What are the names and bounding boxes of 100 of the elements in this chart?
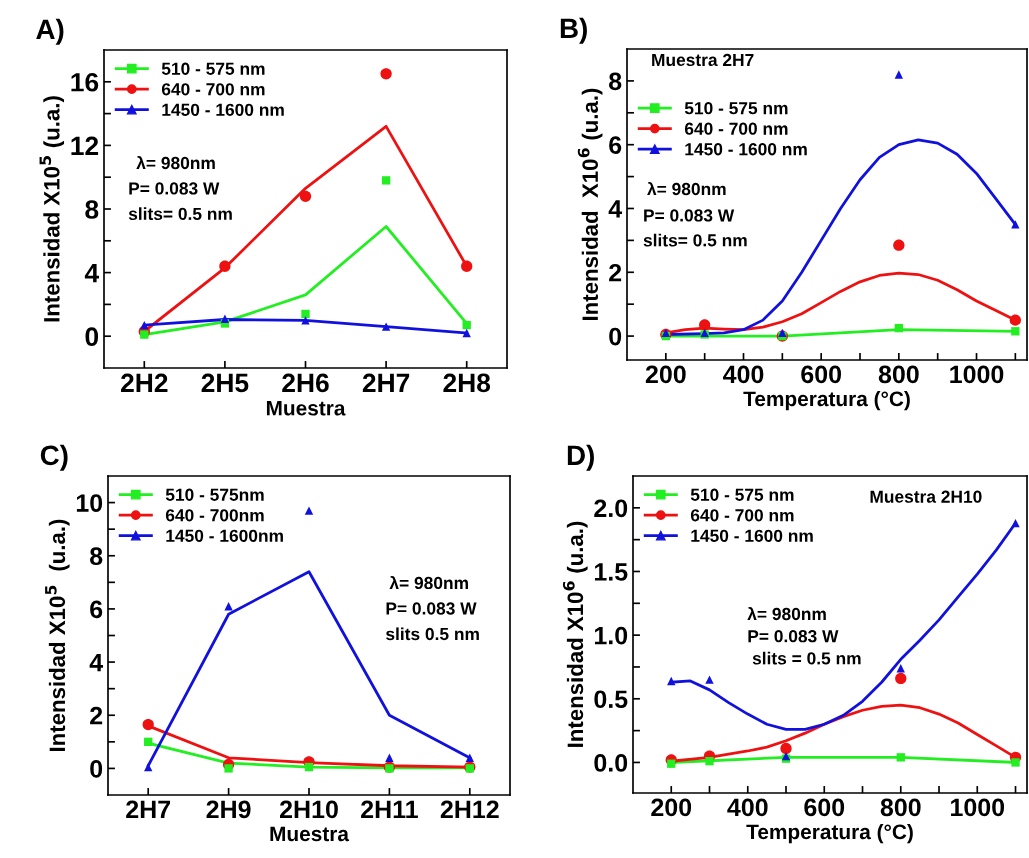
- chart-title: C): [40, 444, 68, 471]
- legend-label: 1450 - 1600nm: [166, 529, 283, 542]
- point: [705, 757, 714, 766]
- y-tick-label: 6: [609, 136, 622, 154]
- y-tick-label: 0: [85, 327, 99, 347]
- legend-label: 640 - 700 nm: [161, 83, 265, 96]
- x-tick-label: 800: [880, 798, 921, 817]
- legend-label: 1450 - 1600 nm: [162, 103, 284, 116]
- annotation: slits= 0.5 nm: [128, 207, 232, 221]
- x-tick-label: 400: [727, 798, 768, 817]
- point: [462, 320, 471, 330]
- point: [895, 672, 907, 685]
- legend-label: 510 - 575 nm: [684, 102, 788, 115]
- legend-label: 510 - 575 nm: [690, 488, 794, 501]
- x-tick-label: 2H10: [279, 800, 338, 819]
- point: [462, 328, 471, 338]
- annotation: Muestra 2H10: [870, 490, 982, 503]
- annotation: λ= 980nm: [647, 181, 726, 196]
- point: [304, 762, 314, 772]
- point: [140, 330, 149, 339]
- y-tick-label: 8: [90, 547, 103, 566]
- y-axis-title: Intensidad X10$^{5}$ (u.a.): [45, 519, 70, 752]
- point: [699, 319, 711, 331]
- legend-label: 640 - 700nm: [165, 509, 264, 522]
- y-tick-label: 0.0: [594, 754, 628, 772]
- x-tick-label: 800: [878, 365, 919, 384]
- legend-label: 1450 - 1600 nm: [685, 143, 807, 156]
- point: [220, 314, 230, 323]
- y-tick-label: 8: [609, 72, 622, 91]
- y-axis-title: Intensidad X10$^{6}$ (u.a.): [562, 521, 588, 747]
- annotation: slits 0.5 nm: [385, 627, 479, 641]
- x-tick-label: 200: [651, 798, 692, 817]
- legend-label: 1450 - 1600 nm: [691, 529, 813, 542]
- point: [1011, 327, 1020, 336]
- point: [894, 323, 904, 333]
- y-tick-label: 10: [76, 494, 103, 512]
- annotation: λ= 980nm: [136, 155, 215, 170]
- point: [299, 190, 312, 202]
- y-tick-label: 2: [609, 263, 622, 282]
- point: [301, 316, 310, 325]
- annotation: P= 0.083 W: [748, 630, 839, 643]
- legend-label: 640 - 700 nm: [684, 122, 788, 135]
- legend-label: 510 - 575 nm: [161, 62, 265, 75]
- point: [894, 70, 904, 79]
- annotation: slits = 0.5 nm: [752, 651, 861, 665]
- x-tick-label: 2H12: [440, 800, 499, 818]
- x-axis-title: Temperatura (°C): [743, 390, 910, 411]
- y-tick-label: 4: [89, 653, 104, 672]
- point: [144, 762, 153, 772]
- y-tick-label: 2: [90, 706, 103, 725]
- y-tick-label: 4: [84, 264, 99, 283]
- x-tick-label: 2H5: [201, 373, 249, 393]
- x-tick-label: 2H7: [126, 800, 171, 818]
- legend-label: 510 - 575nm: [165, 488, 264, 501]
- annotation: P= 0.083 W: [129, 182, 220, 195]
- legend-label: 640 - 700 nm: [690, 509, 794, 522]
- annotation: Muestra 2H7: [652, 53, 754, 67]
- point: [1009, 314, 1021, 326]
- x-tick-label: 1000: [951, 798, 1005, 817]
- point: [381, 176, 391, 185]
- annotation: λ= 980nm: [389, 575, 468, 590]
- x-axis-title: Muestra: [266, 401, 346, 416]
- point: [461, 260, 473, 272]
- x-tick-label: 2H7: [362, 373, 410, 392]
- x-tick-label: 2H6: [282, 373, 329, 393]
- point: [140, 320, 149, 330]
- x-tick-label: 2H11: [361, 800, 418, 818]
- y-axis-title: Intensidad X10$^{5}$ (u.a.): [39, 96, 65, 322]
- y-tick-label: 4: [608, 200, 623, 218]
- x-tick-label: 2H2: [121, 373, 168, 392]
- point: [381, 322, 391, 331]
- point: [385, 753, 394, 762]
- x-tick-label: 600: [804, 798, 845, 817]
- point: [465, 753, 474, 762]
- point: [219, 260, 231, 272]
- y-axis-title: Intensidad X10$^{6}$ (u.a.): [577, 88, 603, 321]
- annotation: slits= 0.5 nm: [643, 233, 747, 247]
- chart-title: D): [567, 444, 594, 471]
- x-tick-label: 2H9: [206, 800, 251, 819]
- y-tick-label: 0.5: [594, 690, 628, 709]
- point: [224, 764, 233, 773]
- x-tick-label: 600: [801, 365, 842, 384]
- point: [780, 742, 792, 755]
- point: [896, 753, 905, 762]
- x-tick-label: 400: [723, 365, 764, 384]
- x-axis-title: Muestra: [270, 826, 350, 842]
- point: [144, 737, 153, 746]
- x-tick-label: 200: [645, 365, 686, 384]
- y-tick-label: 8: [85, 200, 99, 219]
- point: [304, 506, 314, 515]
- point: [224, 602, 233, 611]
- point: [142, 718, 154, 731]
- y-tick-label: 0: [609, 327, 622, 346]
- point: [705, 675, 714, 684]
- point: [667, 676, 676, 686]
- point: [1011, 518, 1020, 528]
- chart-title: A): [36, 18, 64, 45]
- y-tick-label: 0: [90, 760, 103, 778]
- point: [667, 759, 676, 768]
- point: [380, 68, 392, 80]
